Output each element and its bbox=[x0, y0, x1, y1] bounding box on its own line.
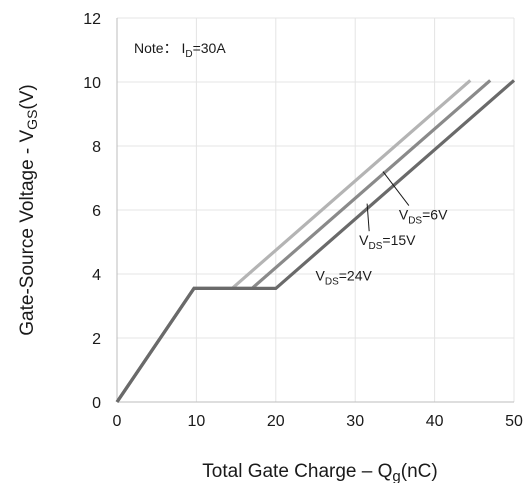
annotation-label: VDS=24V bbox=[316, 267, 373, 287]
y-tick-label: 12 bbox=[83, 11, 101, 28]
annotation-leader-line bbox=[366, 203, 370, 232]
x-axis-title: Total Gate Charge – Qg(nC) bbox=[202, 461, 437, 483]
x-tick-label: 50 bbox=[505, 413, 523, 430]
y-tick-label: 4 bbox=[92, 267, 101, 284]
y-tick-label: 8 bbox=[92, 139, 101, 156]
series-layer bbox=[115, 79, 516, 403]
series-line bbox=[115, 79, 472, 403]
y-tick-label: 2 bbox=[92, 331, 101, 348]
annotation-leader-line bbox=[382, 171, 410, 206]
annotations: VDS=6V VDS=15V VDS=24V bbox=[316, 171, 448, 287]
grid-lines bbox=[116, 17, 515, 403]
x-tick-label: 10 bbox=[188, 413, 206, 430]
annotation-label: VDS=6V bbox=[399, 207, 448, 227]
x-tick-label: 20 bbox=[267, 413, 285, 430]
y-tick-label: 6 bbox=[92, 203, 101, 220]
note-label: Note： ID=30A bbox=[134, 40, 226, 60]
x-tick-label: 40 bbox=[426, 413, 444, 430]
x-tick-label: 0 bbox=[113, 413, 122, 430]
series-line bbox=[115, 79, 516, 403]
y-tick-label: 10 bbox=[83, 75, 101, 92]
x-tick-label: 30 bbox=[346, 413, 364, 430]
y-axis-title: Gate-Source Voltage - VGS(V) bbox=[17, 84, 40, 336]
y-tick-label: 0 bbox=[92, 395, 101, 412]
annotation-label: VDS=15V bbox=[359, 232, 416, 252]
tick-labels: 0 10 20 30 40 50 0 2 4 6 8 10 12 bbox=[83, 11, 523, 430]
plot-frame bbox=[116, 18, 514, 403]
